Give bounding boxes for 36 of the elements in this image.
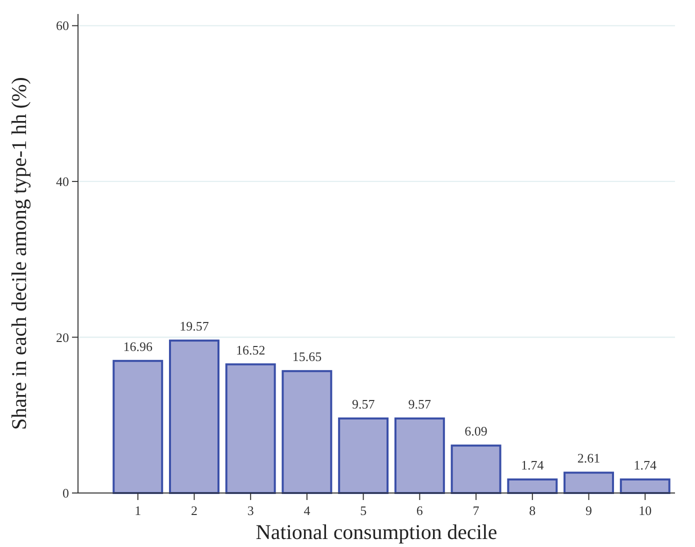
y-tick-label: 40 <box>56 174 69 190</box>
x-tick-label: 5 <box>360 503 367 518</box>
bar <box>620 478 670 494</box>
bar <box>112 360 164 494</box>
bar <box>169 340 220 494</box>
data-label: 9.57 <box>352 396 376 412</box>
data-label: 15.65 <box>292 349 322 364</box>
data-label: 9.57 <box>408 396 432 412</box>
y-tick-label: 60 <box>56 18 69 34</box>
y-tick-label: 0 <box>62 486 69 501</box>
data-label: 16.96 <box>123 338 153 354</box>
x-tick-label: 10 <box>638 503 652 518</box>
x-tick-label: 1 <box>134 503 142 518</box>
bar <box>564 472 614 494</box>
x-tick-label: 6 <box>416 503 424 518</box>
bar <box>338 417 389 494</box>
data-label: 19.57 <box>180 318 210 334</box>
bar <box>507 478 558 494</box>
x-tick-label: 8 <box>529 503 536 518</box>
data-label: 1.74 <box>521 457 544 472</box>
bar <box>282 370 332 494</box>
x-tick-label: 9 <box>586 503 592 518</box>
y-tick-label: 20 <box>56 330 69 345</box>
x-axis-title: National consumption decile <box>256 520 498 544</box>
x-tick-label: 7 <box>472 503 480 518</box>
bar <box>450 444 502 494</box>
y-axis-title: Share in each decile among type-1 hh (%) <box>7 77 31 430</box>
bar <box>394 417 445 494</box>
data-label: 16.52 <box>236 342 266 358</box>
x-tick-label: 3 <box>247 503 254 518</box>
data-label: 2.61 <box>577 450 600 466</box>
bar <box>225 363 276 494</box>
x-tick-label: 2 <box>190 503 198 518</box>
data-label: 6.09 <box>464 424 488 439</box>
x-tick-label: 4 <box>304 503 311 518</box>
data-label: 1.74 <box>634 457 658 472</box>
